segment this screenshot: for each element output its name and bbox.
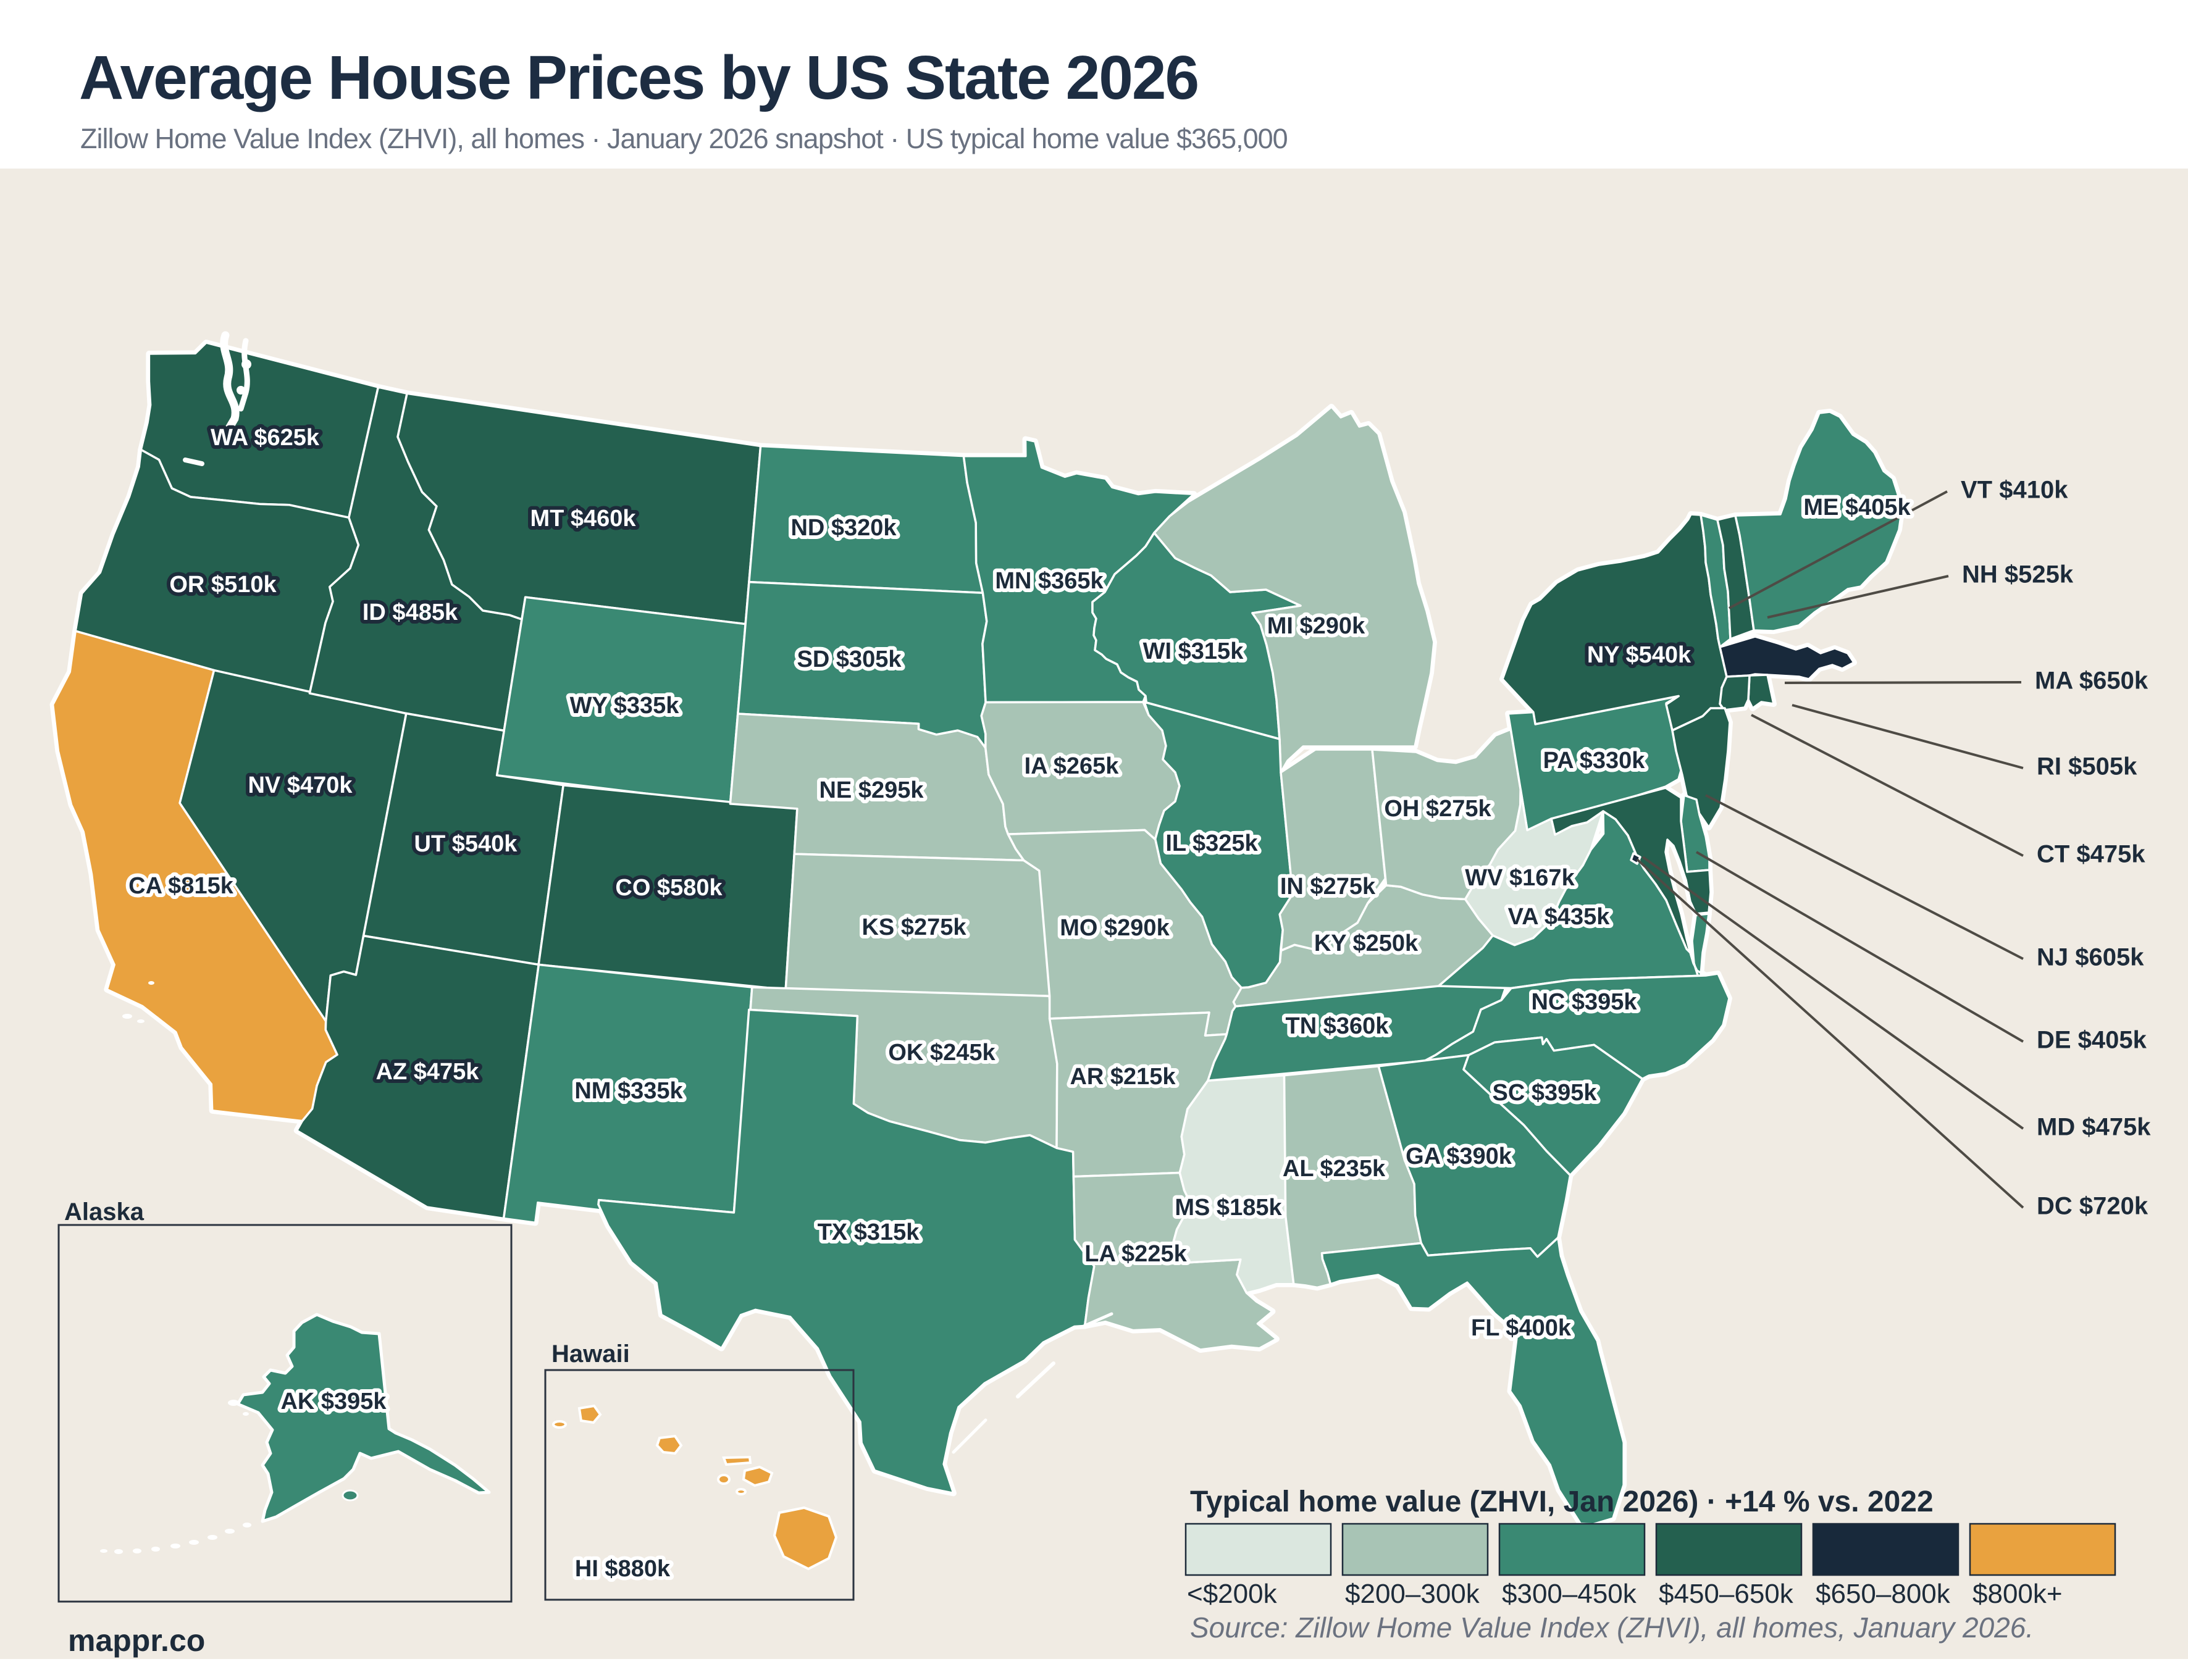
svg-text:NV $470k: NV $470k: [248, 772, 353, 798]
svg-text:MS $185k: MS $185k: [1175, 1195, 1282, 1221]
svg-text:$450–650k: $450–650k: [1659, 1579, 1794, 1609]
svg-text:Zillow Home Value Index (ZHVI): Zillow Home Value Index (ZHVI), all home…: [80, 123, 1288, 154]
svg-text:DE $405k: DE $405k: [2037, 1027, 2147, 1054]
svg-text:OH $275k: OH $275k: [1384, 796, 1491, 822]
svg-text:LA $225k: LA $225k: [1084, 1241, 1187, 1267]
svg-text:GA $390k: GA $390k: [1406, 1143, 1512, 1169]
svg-text:WV $167k: WV $167k: [1465, 865, 1575, 891]
svg-text:PA $330k: PA $330k: [1543, 748, 1646, 774]
svg-text:AL $235k: AL $235k: [1283, 1156, 1386, 1182]
svg-text:IN $275k: IN $275k: [1280, 874, 1376, 900]
svg-text:NH $525k: NH $525k: [1962, 561, 2074, 588]
svg-text:CA $815k: CA $815k: [128, 873, 234, 899]
svg-text:IA $265k: IA $265k: [1025, 753, 1120, 779]
svg-text:mappr.co: mappr.co: [68, 1623, 205, 1658]
svg-text:Typical home value (ZHVI, Jan: Typical home value (ZHVI, Jan 2026) · +1…: [1190, 1486, 1934, 1518]
svg-text:ND $320k: ND $320k: [790, 515, 897, 541]
svg-text:NY $540k: NY $540k: [1587, 642, 1691, 668]
svg-text:MN $365k: MN $365k: [995, 568, 1104, 594]
svg-text:MI $290k: MI $290k: [1267, 613, 1365, 639]
svg-text:OR $510k: OR $510k: [169, 572, 277, 598]
svg-text:NM $335k: NM $335k: [574, 1078, 683, 1104]
svg-text:MT $460k: MT $460k: [530, 506, 636, 532]
svg-text:AZ $475k: AZ $475k: [376, 1059, 480, 1085]
svg-text:Source: Zillow Home Value Inde: Source: Zillow Home Value Index (ZHVI), …: [1190, 1611, 2034, 1644]
svg-text:$800k+: $800k+: [1972, 1579, 2063, 1609]
svg-text:CO $580k: CO $580k: [615, 875, 723, 901]
svg-text:ID $485k: ID $485k: [363, 600, 458, 625]
svg-text:MO $290k: MO $290k: [1060, 915, 1170, 941]
svg-text:FL $400k: FL $400k: [1471, 1315, 1572, 1341]
svg-text:SC $395k: SC $395k: [1492, 1080, 1597, 1106]
svg-text:NJ $605k: NJ $605k: [2037, 944, 2144, 971]
svg-text:AR $215k: AR $215k: [1070, 1064, 1176, 1090]
svg-text:IL $325k: IL $325k: [1165, 830, 1258, 856]
svg-text:KY $250k: KY $250k: [1314, 930, 1419, 956]
svg-text:KS $275k: KS $275k: [861, 914, 966, 940]
svg-text:UT $540k: UT $540k: [414, 831, 518, 857]
svg-text:$650–800k: $650–800k: [1816, 1579, 1951, 1609]
svg-text:NC $395k: NC $395k: [1531, 989, 1637, 1015]
svg-text:ME $405k: ME $405k: [1803, 495, 1911, 520]
svg-text:Average House Prices by US Sta: Average House Prices by US State 2026: [79, 43, 1198, 112]
svg-text:$300–450k: $300–450k: [1502, 1579, 1637, 1609]
svg-text:MD $475k: MD $475k: [2037, 1114, 2151, 1141]
svg-text:Alaska: Alaska: [64, 1198, 145, 1226]
svg-text:$200–300k: $200–300k: [1345, 1579, 1480, 1609]
svg-text:AK $395k: AK $395k: [280, 1389, 387, 1415]
svg-text:VT $410k: VT $410k: [1961, 477, 2068, 504]
svg-text:CT $475k: CT $475k: [2037, 841, 2145, 868]
svg-text:RI $505k: RI $505k: [2037, 753, 2137, 780]
svg-text:NE $295k: NE $295k: [819, 777, 924, 803]
svg-text:Hawaii: Hawaii: [551, 1340, 630, 1368]
svg-text:WY $335k: WY $335k: [570, 693, 680, 719]
svg-text:VA $435k: VA $435k: [1508, 904, 1611, 930]
svg-text:MA $650k: MA $650k: [2035, 667, 2148, 695]
svg-text:SD $305k: SD $305k: [797, 646, 902, 672]
svg-text:TX $315k: TX $315k: [818, 1219, 920, 1245]
svg-text:TN $360k: TN $360k: [1286, 1013, 1390, 1039]
svg-text:WA $625k: WA $625k: [211, 425, 320, 451]
svg-text:WI $315k: WI $315k: [1143, 638, 1244, 664]
svg-text:HI $880k: HI $880k: [575, 1556, 671, 1582]
svg-text:<$200k: <$200k: [1187, 1579, 1278, 1609]
svg-text:OK $245k: OK $245k: [888, 1040, 995, 1066]
svg-text:DC $720k: DC $720k: [2037, 1193, 2148, 1220]
